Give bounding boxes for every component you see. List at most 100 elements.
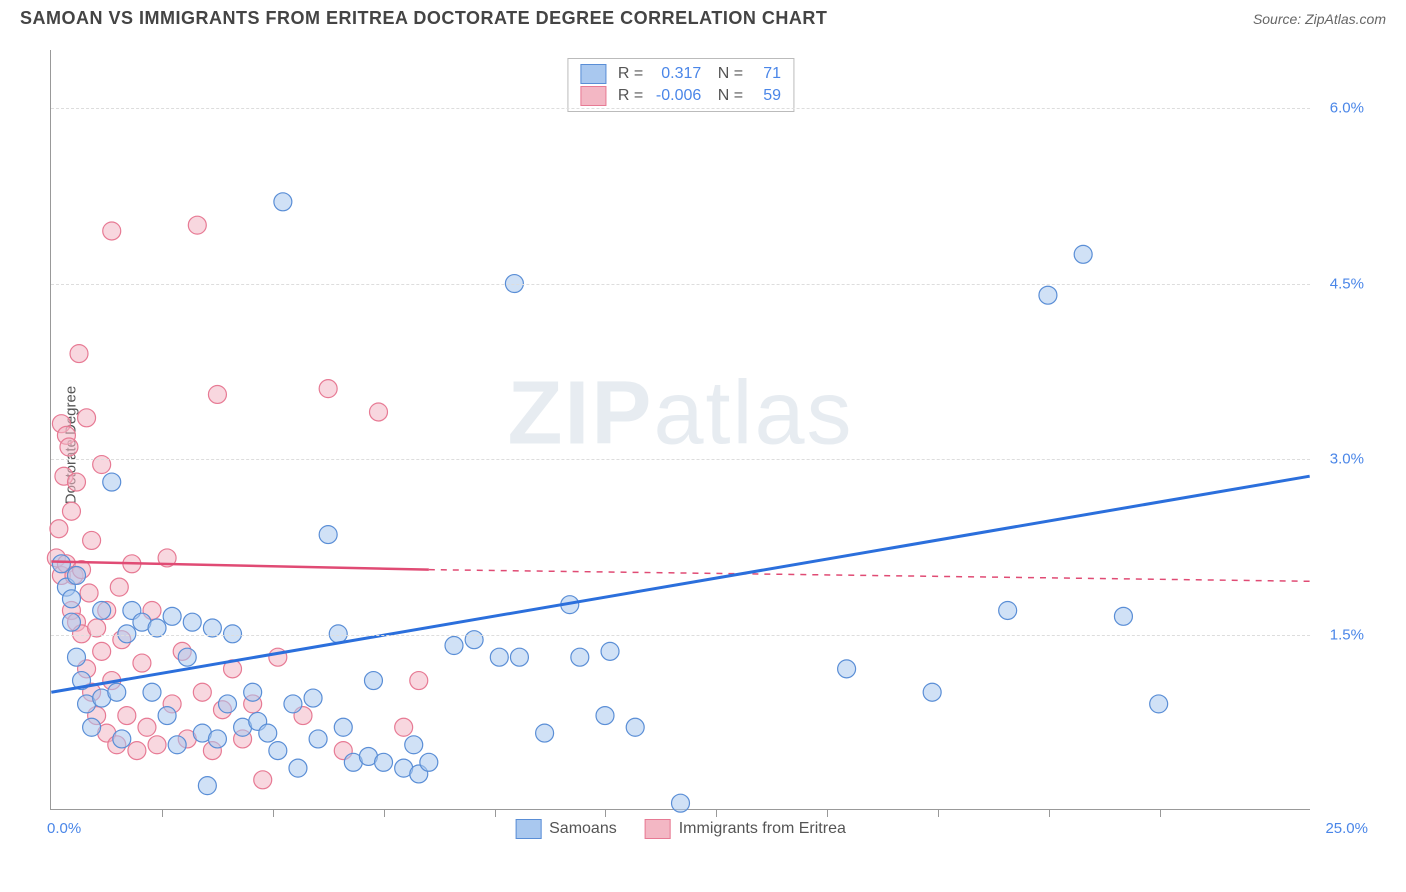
scatter-point <box>108 683 126 701</box>
y-tick-label: 6.0% <box>1314 100 1364 117</box>
scatter-point <box>395 718 413 736</box>
scatter-point <box>113 730 131 748</box>
r-value-eritrea: -0.006 <box>651 87 701 105</box>
scatter-point <box>83 531 101 549</box>
scatter-point <box>405 736 423 754</box>
legend-label-samoans: Samoans <box>549 820 617 838</box>
gridline-h <box>51 284 1310 285</box>
scatter-point <box>208 385 226 403</box>
regression-line <box>51 561 429 569</box>
gridline-h <box>51 635 1310 636</box>
x-axis-max-label: 25.0% <box>1325 820 1368 837</box>
scatter-point <box>410 672 428 690</box>
regression-line <box>429 570 1310 582</box>
scatter-point <box>178 648 196 666</box>
scatter-point <box>208 730 226 748</box>
chart-header: SAMOAN VS IMMIGRANTS FROM ERITREA DOCTOR… <box>0 0 1406 33</box>
scatter-point <box>626 718 644 736</box>
gridline-h <box>51 108 1310 109</box>
scatter-point <box>128 742 146 760</box>
r-label: R = <box>618 87 643 105</box>
bottom-legend: Samoans Immigrants from Eritrea <box>515 819 846 839</box>
x-tick <box>605 809 606 817</box>
scatter-point <box>375 753 393 771</box>
scatter-point <box>1114 607 1132 625</box>
scatter-point <box>83 718 101 736</box>
n-label: N = <box>713 87 743 105</box>
scatter-point <box>163 607 181 625</box>
scatter-point <box>672 794 690 812</box>
scatter-point <box>183 613 201 631</box>
scatter-point <box>62 590 80 608</box>
scatter-point <box>420 753 438 771</box>
scatter-point <box>254 771 272 789</box>
scatter-point <box>143 683 161 701</box>
scatter-point <box>148 736 166 754</box>
gridline-h <box>51 459 1310 460</box>
scatter-point <box>304 689 322 707</box>
scatter-point <box>158 707 176 725</box>
scatter-point <box>93 642 111 660</box>
stats-row-eritrea: R = -0.006 N = 59 <box>580 85 781 107</box>
scatter-point <box>274 193 292 211</box>
stats-legend: R = 0.317 N = 71 R = -0.006 N = 59 <box>567 58 794 112</box>
regression-line <box>51 476 1309 692</box>
scatter-point <box>1074 245 1092 263</box>
scatter-point <box>219 695 237 713</box>
n-value-samoans: 71 <box>751 65 781 83</box>
scatter-point <box>188 216 206 234</box>
source-attribution: Source: ZipAtlas.com <box>1253 11 1386 27</box>
scatter-point <box>78 409 96 427</box>
scatter-point <box>62 613 80 631</box>
x-tick <box>273 809 274 817</box>
legend-item-eritrea: Immigrants from Eritrea <box>645 819 846 839</box>
scatter-point <box>133 654 151 672</box>
scatter-point <box>284 695 302 713</box>
r-label: R = <box>618 65 643 83</box>
scatter-point <box>465 631 483 649</box>
y-tick-label: 3.0% <box>1314 451 1364 468</box>
scatter-point <box>596 707 614 725</box>
scatter-point <box>319 380 337 398</box>
scatter-point <box>370 403 388 421</box>
scatter-point <box>68 473 86 491</box>
scatter-point <box>60 438 78 456</box>
scatter-point <box>168 736 186 754</box>
x-tick <box>162 809 163 817</box>
scatter-point <box>269 742 287 760</box>
scatter-point <box>536 724 554 742</box>
scatter-point <box>138 718 156 736</box>
legend-item-samoans: Samoans <box>515 819 617 839</box>
scatter-point <box>52 555 70 573</box>
scatter-point <box>1039 286 1057 304</box>
scatter-point <box>510 648 528 666</box>
scatter-point <box>445 637 463 655</box>
scatter-point <box>118 707 136 725</box>
x-axis-min-label: 0.0% <box>47 820 81 837</box>
scatter-point <box>110 578 128 596</box>
scatter-point <box>80 584 98 602</box>
scatter-point <box>923 683 941 701</box>
scatter-point <box>259 724 277 742</box>
chart-container: Doctorate Degree ZIPatlas R = 0.317 N = … <box>50 50 1380 840</box>
scatter-point <box>103 473 121 491</box>
x-tick <box>495 809 496 817</box>
scatter-point <box>68 648 86 666</box>
r-value-samoans: 0.317 <box>651 65 701 83</box>
scatter-point <box>571 648 589 666</box>
scatter-point <box>334 718 352 736</box>
x-tick <box>384 809 385 817</box>
x-tick <box>827 809 828 817</box>
scatter-point <box>838 660 856 678</box>
scatter-point <box>193 683 211 701</box>
x-tick <box>1049 809 1050 817</box>
scatter-point <box>319 526 337 544</box>
scatter-point <box>999 602 1017 620</box>
x-tick <box>1160 809 1161 817</box>
x-tick <box>716 809 717 817</box>
swatch-eritrea <box>580 86 606 106</box>
scatter-point <box>490 648 508 666</box>
scatter-point <box>93 602 111 620</box>
n-value-eritrea: 59 <box>751 87 781 105</box>
chart-title: SAMOAN VS IMMIGRANTS FROM ERITREA DOCTOR… <box>20 8 827 29</box>
